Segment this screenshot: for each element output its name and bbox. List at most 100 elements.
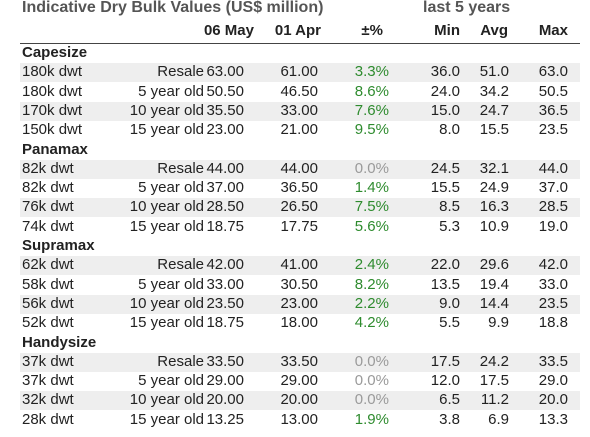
table-row: 74k dwt 15 year old 18.75 17.75 5.6% 5.3 10.9 1… [20,218,580,237]
change-pct-cell: 7.6% [354,101,389,119]
min-cell: 13.5 [430,275,460,293]
value-date1-cell: 18.75 [206,217,244,235]
min-cell: 5.5 [439,314,460,332]
vessel-age-cell: Resale [157,256,204,274]
value-date1-cell: 23.00 [206,121,244,139]
table-row: 32k dwt 10 year old 20.00 20.00 0.0% 6.5 11.2 2… [20,391,580,411]
value-date2-cell: 29.00 [280,372,318,390]
value-date1-cell: 44.00 [206,159,244,177]
table-row: 180k dwt 5 year old 50.50 46.50 8.6% 24.0 34.2… [20,83,580,102]
section-header: Supramax [20,237,580,256]
section-header: Capesize [20,44,580,63]
vessel-size-cell: 180k dwt [22,82,83,100]
vessel-age-cell: 5 year old [138,372,204,390]
min-cell: 22.0 [430,256,460,274]
col-header-avg: Avg [480,22,508,39]
min-cell: 9.0 [439,294,460,312]
vessel-age-cell: 5 year old [138,82,204,100]
value-date1-cell: 35.50 [206,101,244,119]
value-date2-cell: 44.00 [280,159,318,177]
max-cell: 23.5 [538,121,568,139]
change-pct-cell: 9.5% [354,121,389,139]
col-header-max: Max [538,22,568,39]
vessel-size-cell: 170k dwt [22,101,83,119]
change-pct-cell: 8.2% [354,275,389,293]
vessel-size-cell: 62k dwt [22,256,74,274]
table-row: 37k dwt Resale 33.50 33.50 0.0% 17.5 24.2 33.5 [20,352,580,372]
value-date2-cell: 26.50 [280,198,318,216]
vessel-size-cell: 82k dwt [22,159,74,177]
value-date1-cell: 28.50 [206,198,244,216]
value-date1-cell: 33.50 [206,352,244,370]
change-pct-cell: 0.0% [354,391,389,409]
value-date1-cell: 18.75 [206,314,244,332]
section-label: Capesize [22,44,88,61]
change-pct-cell: 7.5% [354,198,389,216]
value-date2-cell: 21.00 [280,121,318,139]
column-header-row: 06 May 01 Apr ±% Min Avg Max [20,22,580,42]
change-pct-cell: 1.9% [354,410,389,428]
min-cell: 15.5 [430,179,460,197]
max-cell: 50.5 [538,82,568,100]
avg-cell: 10.9 [479,217,509,235]
vessel-age-cell: Resale [157,159,204,177]
value-date2-cell: 61.00 [280,63,318,81]
table-row: 180k dwt Resale 63.00 61.00 3.3% 36.0 51.0 63.0 [20,63,580,83]
vessel-age-cell: 5 year old [138,179,204,197]
min-cell: 17.5 [430,352,460,370]
max-cell: 36.5 [538,101,568,119]
min-cell: 8.5 [439,198,460,216]
col-header-change: ±% [361,22,383,39]
change-pct-cell: 0.0% [354,372,389,390]
max-cell: 37.0 [538,179,568,197]
vessel-age-cell: 15 year old [129,314,204,332]
table-subtitle: last 5 years [423,0,511,16]
value-date1-cell: 23.50 [206,294,244,312]
vessel-size-cell: 74k dwt [22,217,74,235]
min-cell: 3.8 [439,410,460,428]
vessel-size-cell: 58k dwt [22,275,74,293]
table-row: 52k dwt 15 year old 18.75 18.00 4.2% 5.5 9.9 18… [20,314,580,333]
value-date2-cell: 13.00 [280,410,318,428]
table-row: 37k dwt 5 year old 29.00 29.00 0.0% 12.0 17.5 2… [20,372,580,391]
table-title: Indicative Dry Bulk Values (US$ million) [22,0,324,16]
vessel-size-cell: 150k dwt [22,121,83,139]
section-header: Handysize [20,334,580,353]
avg-cell: 14.4 [479,294,509,312]
vessel-size-cell: 32k dwt [22,391,74,409]
table-row: 82k dwt Resale 44.00 44.00 0.0% 24.5 32.1 44.0 [20,159,580,179]
vessel-size-cell: 76k dwt [22,198,74,216]
avg-cell: 16.3 [479,198,509,216]
max-cell: 42.0 [538,256,568,274]
avg-cell: 9.9 [488,314,509,332]
avg-cell: 29.6 [479,256,509,274]
header-divider [20,43,580,44]
vessel-size-cell: 28k dwt [22,410,74,428]
value-date2-cell: 36.50 [280,179,318,197]
avg-cell: 24.9 [479,179,509,197]
section-header: Panamax [20,141,580,160]
value-date2-cell: 33.00 [280,101,318,119]
table-row: 76k dwt 10 year old 28.50 26.50 7.5% 8.5 16.3 2… [20,198,580,218]
max-cell: 18.8 [538,314,568,332]
max-cell: 63.0 [538,63,568,81]
change-pct-cell: 2.4% [354,256,389,274]
min-cell: 15.0 [430,101,460,119]
min-cell: 8.0 [439,121,460,139]
min-cell: 6.5 [439,391,460,409]
max-cell: 44.0 [538,159,568,177]
table-row: 56k dwt 10 year old 23.50 23.00 2.2% 9.0 14.4 2… [20,294,580,314]
table-row: 82k dwt 5 year old 37.00 36.50 1.4% 15.5 24.9 3… [20,179,580,198]
vessel-age-cell: 10 year old [129,198,204,216]
avg-cell: 11.2 [480,391,509,409]
vessel-size-cell: 37k dwt [22,352,74,370]
vessel-size-cell: 52k dwt [22,314,74,332]
vessel-age-cell: 15 year old [129,217,204,235]
value-date1-cell: 20.00 [206,391,244,409]
table-row: 58k dwt 5 year old 33.00 30.50 8.2% 13.5 19.4 3… [20,276,580,295]
change-pct-cell: 3.3% [354,63,389,81]
value-date2-cell: 20.00 [280,391,318,409]
change-pct-cell: 0.0% [354,352,389,370]
vessel-age-cell: 15 year old [129,410,204,428]
avg-cell: 19.4 [479,275,509,293]
